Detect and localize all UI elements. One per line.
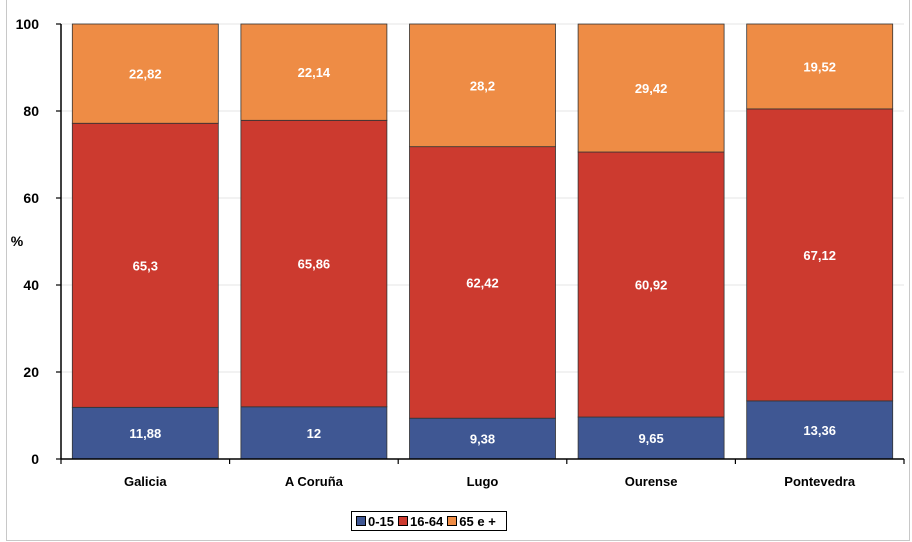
legend-swatch-16-64	[398, 516, 409, 526]
chart-legend: 0-15 16-64 65 e +	[351, 511, 507, 531]
bar-65-e--4	[746, 23, 894, 110]
bar-65-e--1	[240, 23, 388, 121]
data-label: 22,14	[298, 65, 331, 80]
y-axis-label: %	[11, 233, 24, 249]
legend-swatch-65-plus	[447, 516, 458, 526]
bar-16-64-2	[409, 146, 556, 419]
legend-item-16-64: 16-64	[398, 514, 443, 529]
x-tick-label: Ourense	[625, 474, 678, 489]
bar-0-15-2	[409, 417, 556, 460]
bar-0-15-4	[746, 400, 894, 460]
bar-16-64-4	[746, 108, 894, 402]
chart-frame	[6, 0, 910, 541]
y-tick-label: 60	[23, 190, 39, 206]
bar-0-15-3	[577, 416, 725, 460]
data-label: 60,92	[635, 278, 668, 293]
legend-label-65-plus: 65 e +	[459, 513, 496, 529]
bar-65-e--2	[409, 23, 556, 148]
data-label: 29,42	[635, 81, 668, 96]
legend-label-0-15: 0-15	[368, 513, 395, 529]
bar-65-e--0	[71, 23, 219, 124]
data-label: 67,12	[803, 248, 836, 263]
x-tick-label: Pontevedra	[784, 474, 856, 489]
data-label: 28,2	[470, 78, 495, 93]
x-tick-label: Galicia	[124, 474, 167, 489]
y-tick-label: 20	[23, 364, 39, 380]
legend-swatch-0-15	[356, 516, 366, 526]
bar-16-64-1	[240, 119, 388, 408]
data-label: 12	[307, 426, 321, 441]
data-label: 65,86	[298, 257, 331, 272]
y-tick-label: 100	[16, 16, 40, 32]
legend-item-0-15: 0-15	[356, 514, 394, 529]
x-tick-label: A Coruña	[285, 474, 344, 489]
data-label: 22,82	[129, 67, 162, 82]
legend-item-65-plus: 65 e +	[447, 514, 496, 529]
data-label: 65,3	[133, 258, 158, 273]
data-label: 9,65	[638, 431, 663, 446]
bar-16-64-0	[71, 122, 219, 408]
data-label: 13,36	[803, 423, 836, 438]
data-label: 11,88	[129, 426, 161, 441]
legend-label-16-64: 16-64	[410, 513, 444, 529]
data-label: 9,38	[470, 432, 495, 447]
bar-65-e--3	[577, 23, 725, 153]
x-tick-label: Lugo	[467, 474, 499, 489]
bar-16-64-3	[577, 151, 725, 418]
y-tick-label: 0	[31, 451, 39, 467]
y-tick-label: 80	[23, 103, 39, 119]
y-tick-label: 40	[23, 277, 39, 293]
data-label: 19,52	[803, 59, 836, 74]
data-label: 62,42	[466, 275, 499, 290]
